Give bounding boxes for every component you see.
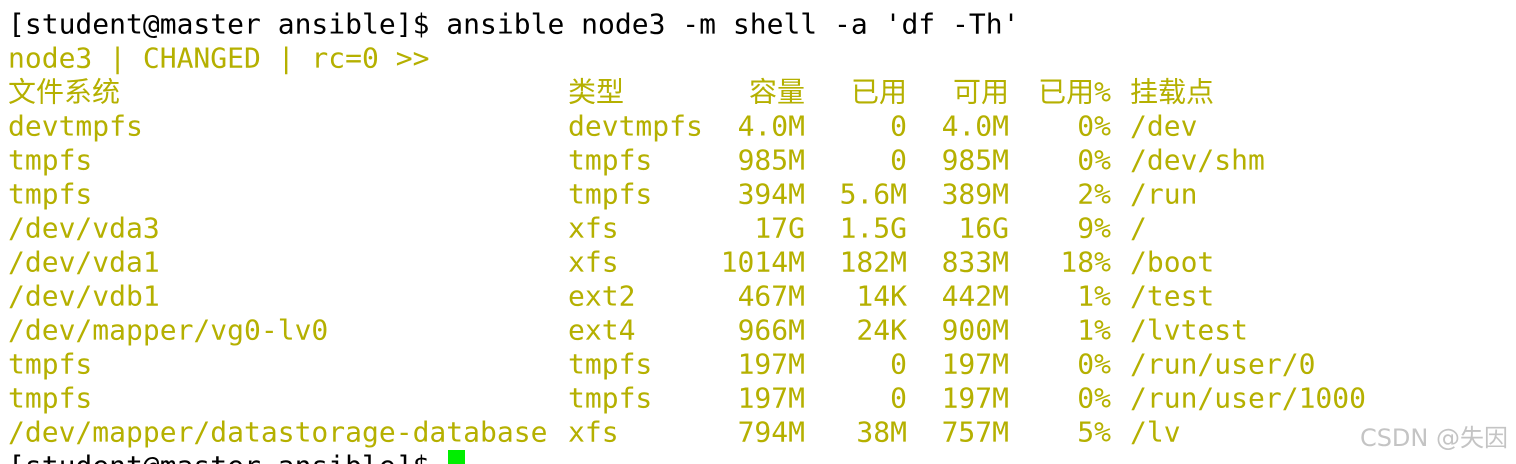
cell-type: tmpfs xyxy=(568,382,652,415)
cell-filesystem: /dev/vda1 xyxy=(8,246,160,279)
header-available: 可用 xyxy=(953,76,1009,109)
cell-used: 24K xyxy=(856,314,907,347)
cell-used: 38M xyxy=(856,416,907,449)
cell-used: 182M xyxy=(840,246,907,279)
cell-filesystem: tmpfs xyxy=(8,144,92,177)
cell-type: xfs xyxy=(568,416,619,449)
cell-available: 833M xyxy=(942,246,1009,279)
cell-use-percent: 2% xyxy=(1077,178,1111,211)
cell-use-percent: 0% xyxy=(1077,382,1111,415)
cell-use-percent: 1% xyxy=(1077,314,1111,347)
cell-available: 389M xyxy=(942,178,1009,211)
cell-use-percent: 18% xyxy=(1060,246,1111,279)
header-filesystem: 文件系统 xyxy=(8,76,120,109)
cell-filesystem: tmpfs xyxy=(8,382,92,415)
header-mount-point: 挂载点 xyxy=(1130,76,1214,109)
cell-available: 4.0M xyxy=(942,110,1009,143)
cell-mount-point: /run/user/0 xyxy=(1130,348,1315,381)
cell-mount-point: /test xyxy=(1130,280,1214,313)
cell-type: ext4 xyxy=(568,314,635,347)
cell-filesystem: tmpfs xyxy=(8,178,92,211)
cursor xyxy=(448,450,465,464)
cell-type: devtmpfs xyxy=(568,110,703,143)
cell-mount-point: /lv xyxy=(1130,416,1181,449)
cell-available: 197M xyxy=(942,348,1009,381)
cell-size: 197M xyxy=(738,348,805,381)
cell-size: 985M xyxy=(738,144,805,177)
cell-used: 14K xyxy=(856,280,907,313)
cell-size: 17G xyxy=(754,212,805,245)
cell-mount-point: /dev/shm xyxy=(1130,144,1265,177)
cell-filesystem: /dev/vdb1 xyxy=(8,280,160,313)
cell-used: 1.5G xyxy=(840,212,907,245)
cell-type: ext2 xyxy=(568,280,635,313)
cell-used: 0 xyxy=(890,382,907,415)
cell-used: 5.6M xyxy=(840,178,907,211)
cell-available: 757M xyxy=(942,416,1009,449)
cell-filesystem: /dev/mapper/datastorage-database xyxy=(8,416,547,449)
cell-used: 0 xyxy=(890,348,907,381)
cell-available: 442M xyxy=(942,280,1009,313)
cell-filesystem: /dev/vda3 xyxy=(8,212,160,245)
cell-type: tmpfs xyxy=(568,144,652,177)
cell-size: 394M xyxy=(738,178,805,211)
cell-filesystem: devtmpfs xyxy=(8,110,143,143)
cell-mount-point: /boot xyxy=(1130,246,1214,279)
cell-size: 467M xyxy=(738,280,805,313)
cell-size: 1014M xyxy=(721,246,805,279)
cell-filesystem: tmpfs xyxy=(8,348,92,381)
cell-available: 16G xyxy=(958,212,1009,245)
cell-used: 0 xyxy=(890,144,907,177)
cell-use-percent: 0% xyxy=(1077,348,1111,381)
cell-mount-point: /lvtest xyxy=(1130,314,1248,347)
command-line: [student@master ansible]$ ansible node3 … xyxy=(8,8,1019,41)
watermark: CSDN @失因 xyxy=(1360,424,1508,452)
cell-filesystem: /dev/mapper/vg0-lv0 xyxy=(8,314,328,347)
cell-size: 966M xyxy=(738,314,805,347)
cell-type: xfs xyxy=(568,246,619,279)
cell-available: 900M xyxy=(942,314,1009,347)
cell-use-percent: 1% xyxy=(1077,280,1111,313)
cell-size: 4.0M xyxy=(738,110,805,143)
header-size: 容量 xyxy=(749,76,805,109)
cell-use-percent: 9% xyxy=(1077,212,1111,245)
cell-type: xfs xyxy=(568,212,619,245)
cell-used: 0 xyxy=(890,110,907,143)
prompt: [student@master ansible]$ xyxy=(8,450,429,464)
cell-use-percent: 5% xyxy=(1077,416,1111,449)
header-type: 类型 xyxy=(568,76,624,109)
header-use-percent: 已用% xyxy=(1038,76,1111,109)
header-used: 已用 xyxy=(851,76,907,109)
cell-size: 794M xyxy=(738,416,805,449)
cell-use-percent: 0% xyxy=(1077,144,1111,177)
cell-available: 197M xyxy=(942,382,1009,415)
cell-mount-point: /dev xyxy=(1130,110,1197,143)
result-line: node3 | CHANGED | rc=0 >> xyxy=(8,42,429,75)
cell-use-percent: 0% xyxy=(1077,110,1111,143)
cell-available: 985M xyxy=(942,144,1009,177)
cell-type: tmpfs xyxy=(568,178,652,211)
cell-mount-point: / xyxy=(1130,212,1147,245)
cell-size: 197M xyxy=(738,382,805,415)
cell-mount-point: /run xyxy=(1130,178,1197,211)
cell-mount-point: /run/user/1000 xyxy=(1130,382,1366,415)
cell-type: tmpfs xyxy=(568,348,652,381)
